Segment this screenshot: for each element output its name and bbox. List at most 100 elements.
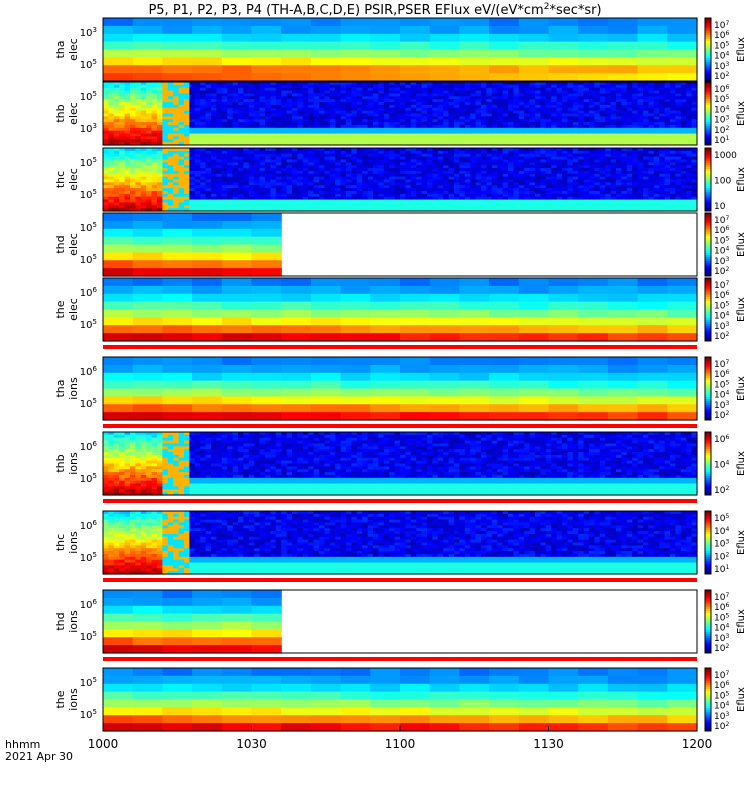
heatmap-cell xyxy=(556,110,563,115)
heatmap-cell xyxy=(173,87,180,92)
heatmap-cell xyxy=(157,188,163,192)
heatmap-cell xyxy=(518,124,525,129)
heatmap-cell xyxy=(459,113,466,117)
heatmap-cell xyxy=(146,99,153,103)
heatmap-cell xyxy=(383,165,390,169)
heatmap-cell xyxy=(524,148,531,152)
heatmap-cell xyxy=(265,176,271,181)
heatmap-cell xyxy=(481,82,487,86)
heatmap-cell xyxy=(643,99,649,103)
heatmap-cell xyxy=(502,130,509,135)
heatmap-cell xyxy=(594,124,601,129)
heatmap-cell xyxy=(308,185,315,189)
heatmap-cell xyxy=(454,99,460,103)
heatmap-cell xyxy=(443,159,450,163)
heatmap-cell xyxy=(265,87,271,92)
heatmap-cell xyxy=(254,99,261,103)
heatmap-cell xyxy=(432,119,439,123)
heatmap-cell xyxy=(583,139,590,143)
heatmap-cell xyxy=(189,93,196,97)
heatmap-cell xyxy=(621,84,628,89)
heatmap-cell xyxy=(497,170,504,175)
heatmap-cell xyxy=(243,176,250,181)
heatmap-cell xyxy=(346,99,352,103)
heatmap-cell xyxy=(340,102,347,106)
heatmap-cell xyxy=(270,96,277,100)
heatmap-cell xyxy=(113,84,120,89)
heatmap-cell xyxy=(643,148,649,152)
heatmap-cell xyxy=(497,110,504,115)
heatmap-cell xyxy=(567,122,574,126)
heatmap-cell xyxy=(459,25,490,35)
heatmap-cell xyxy=(248,113,255,117)
heatmap-cell xyxy=(400,93,406,97)
heatmap-cell xyxy=(659,202,666,206)
heatmap-cell xyxy=(151,122,158,126)
heatmap-cell xyxy=(238,190,244,195)
spectrogram-cells xyxy=(103,82,698,146)
heatmap-cell xyxy=(151,96,158,100)
heatmap-cell xyxy=(643,116,649,120)
heatmap-cell xyxy=(556,182,563,186)
heatmap-cell xyxy=(373,122,379,126)
heatmap-cell xyxy=(308,208,315,212)
heatmap-cell xyxy=(367,139,374,143)
heatmap-cell xyxy=(130,196,136,201)
heatmap-cell xyxy=(675,104,682,109)
heatmap-cell xyxy=(508,82,514,86)
heatmap-cell xyxy=(308,202,315,206)
heatmap-cell xyxy=(400,49,431,58)
heatmap-cell xyxy=(518,73,550,82)
heatmap-cell xyxy=(302,119,309,123)
heatmap-cell xyxy=(205,124,212,129)
heatmap-cell xyxy=(518,153,525,158)
heatmap-cell xyxy=(378,93,385,97)
heatmap-cell xyxy=(535,133,541,138)
heatmap-cell xyxy=(297,162,304,166)
heatmap-cell xyxy=(265,90,271,95)
heatmap-cell xyxy=(540,102,547,106)
heatmap-cell xyxy=(405,142,412,146)
heatmap-cell xyxy=(383,173,390,178)
heatmap-cell xyxy=(508,102,514,106)
heatmap-cell xyxy=(275,127,282,132)
heatmap-cell xyxy=(227,113,234,117)
heatmap-cell xyxy=(427,130,433,135)
heatmap-cell xyxy=(518,159,525,163)
heatmap-cell xyxy=(302,142,309,146)
heatmap-cell xyxy=(551,165,558,169)
heatmap-cell xyxy=(421,82,428,86)
heatmap-cell xyxy=(211,188,217,192)
heatmap-cell xyxy=(313,205,320,209)
heatmap-cell xyxy=(178,82,185,86)
heatmap-cell xyxy=(324,96,331,100)
heatmap-cell xyxy=(454,113,460,117)
heatmap-cell xyxy=(497,130,504,135)
heatmap-cell xyxy=(178,165,185,169)
heatmap-cell xyxy=(518,84,525,89)
heatmap-cell xyxy=(367,119,374,123)
heatmap-cell xyxy=(486,159,493,163)
heatmap-cell xyxy=(167,82,174,86)
heatmap-cell xyxy=(643,82,649,86)
heatmap-cell xyxy=(362,153,369,158)
heatmap-cell xyxy=(583,185,590,189)
heatmap-cell xyxy=(383,202,390,206)
heatmap-cell xyxy=(556,116,563,120)
heatmap-cell xyxy=(243,104,250,109)
heatmap-cell xyxy=(535,84,541,89)
heatmap-cell xyxy=(540,159,547,163)
heatmap-cell xyxy=(270,87,277,92)
heatmap-cell xyxy=(621,107,628,112)
heatmap-cell xyxy=(432,202,439,206)
heatmap-cell xyxy=(691,99,698,103)
heatmap-cell xyxy=(529,173,536,178)
heatmap-cell xyxy=(589,136,595,140)
heatmap-cell xyxy=(572,136,579,140)
heatmap-cell xyxy=(362,188,369,192)
heatmap-cell xyxy=(486,102,493,106)
heatmap-cell xyxy=(540,87,547,92)
heatmap-cell xyxy=(340,116,347,120)
heatmap-cell xyxy=(475,130,482,135)
heatmap-cell xyxy=(119,110,126,115)
